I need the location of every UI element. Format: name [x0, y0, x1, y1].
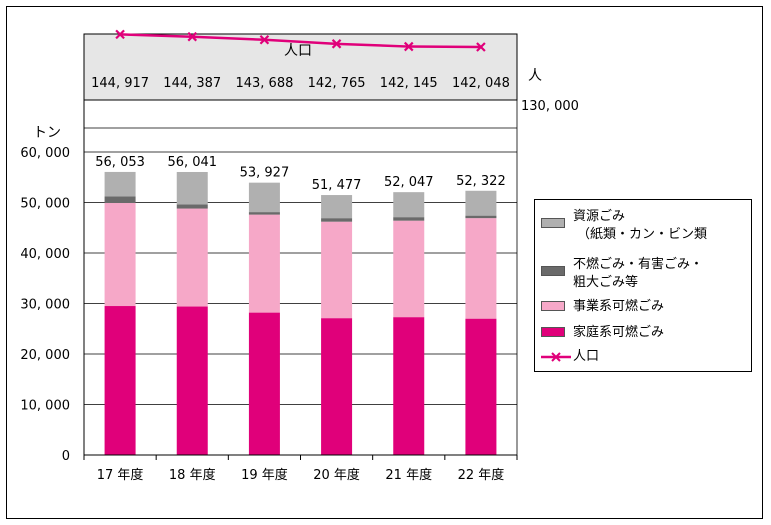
bar-segment: [248, 312, 280, 455]
population-label: 142, 145: [380, 76, 438, 91]
bar-segment: [176, 208, 208, 307]
population-panel: [83, 33, 518, 101]
population-title: 人口: [284, 43, 312, 59]
legend: 資源ごみ （紙類・カン・ビン類 不燃ごみ・有害ごみ・ 粗大ごみ等 事業系可燃ごみ…: [534, 199, 752, 372]
bar-segment: [321, 221, 353, 319]
y-tick-label: 40, 000: [20, 247, 70, 262]
population-label: 144, 387: [163, 76, 221, 91]
bar-segment: [465, 318, 497, 455]
legend-swatch: [541, 218, 565, 228]
population-point: [187, 31, 198, 42]
y-tick-label: 10, 000: [20, 399, 70, 414]
bar-segment: [465, 215, 497, 219]
population-series-line: [120, 33, 481, 49]
total-label: 56, 041: [167, 155, 217, 170]
population-label: 144, 917: [91, 76, 149, 91]
total-labels: 56, 053 56, 041 53, 927 51, 477 52, 047 52, 3…: [95, 155, 505, 193]
y-tick-label: 20, 000: [20, 348, 70, 363]
bar-segment: [248, 212, 280, 215]
legend-label: 家庭系可燃ごみ: [573, 325, 665, 340]
population-axis-tick: 130, 000: [521, 99, 579, 114]
population-point: [331, 39, 342, 49]
bar-segment: [104, 171, 136, 197]
population-label: 142, 048: [452, 76, 510, 91]
population-point: [403, 41, 414, 52]
population-line: 144, 917 144, 387 143, 688 142, 765 142, 145…: [91, 29, 510, 91]
legend-line-marker: [541, 352, 571, 362]
legend-label-line2: 粗大ごみ等: [573, 275, 639, 290]
population-marker-stroke: [259, 34, 270, 45]
population-marker-stroke: [115, 29, 125, 40]
total-label: 52, 047: [384, 175, 434, 190]
population-point: [259, 34, 270, 45]
legend-label: 事業系可燃ごみ: [573, 299, 665, 314]
legend-label-line2: （紙類・カン・ビン類: [577, 227, 708, 242]
x-tick-label: 21 年度: [385, 467, 432, 483]
population-point: [476, 42, 486, 52]
population-marker-stroke: [331, 39, 342, 49]
y-axis: 0 10, 000 20, 000 30, 000 40, 000 50, 000 60, …: [20, 100, 85, 464]
bar-segment: [465, 218, 497, 319]
legend-label: 資源ごみ: [573, 209, 626, 224]
legend-label: 人口: [573, 349, 600, 364]
bar-segment: [104, 196, 136, 204]
x-tick-label: 20 年度: [313, 467, 360, 483]
bar-segment: [321, 218, 353, 222]
population-unit-label: 人: [528, 68, 542, 84]
bar-segment: [176, 171, 208, 205]
population-marker-stroke: [476, 42, 486, 52]
bar-segment: [393, 220, 425, 318]
legend-swatch: [541, 266, 565, 276]
x-tick-label: 22 年度: [458, 467, 505, 483]
bar-segment: [393, 192, 425, 218]
bar-segment: [393, 217, 425, 221]
bar-stacks: [104, 171, 497, 455]
x-axis: 17 年度 18 年度 19 年度 20 年度 21 年度 22 年度: [83, 454, 518, 483]
population-label: 143, 688: [235, 76, 293, 91]
total-label: 51, 477: [312, 178, 362, 193]
total-label: 52, 322: [456, 174, 506, 189]
y-tick-label: 0: [62, 449, 70, 464]
population-label: 142, 765: [308, 76, 366, 91]
y-tick-label: 30, 000: [20, 298, 70, 313]
bar-segment: [465, 190, 497, 216]
bar-segment: [176, 306, 208, 455]
bar-segment: [104, 306, 136, 455]
bar-segment: [176, 204, 208, 209]
y-tick-label: 60, 000: [20, 146, 70, 161]
y-axis-label: トン: [33, 125, 61, 141]
total-label: 53, 927: [240, 166, 290, 181]
population-marker-stroke: [187, 31, 198, 42]
x-tick-label: 18 年度: [169, 467, 216, 483]
population-marker-stroke: [403, 41, 414, 52]
legend-swatch: [541, 327, 565, 337]
bar-segment: [321, 195, 353, 219]
x-tick-label: 19 年度: [241, 467, 288, 483]
population-point: [115, 29, 125, 40]
legend-swatch: [541, 301, 565, 311]
y-tick-label: 50, 000: [20, 197, 70, 212]
bar-segment: [393, 317, 425, 455]
gridlines: [84, 100, 518, 455]
x-tick-label: 17 年度: [97, 467, 144, 483]
total-label: 56, 053: [95, 155, 145, 170]
bar-segment: [321, 318, 353, 455]
bar-segment: [104, 203, 136, 307]
bar-segment: [248, 214, 280, 313]
legend-label: 不燃ごみ・有害ごみ・: [573, 257, 704, 272]
bar-segment: [248, 182, 280, 213]
